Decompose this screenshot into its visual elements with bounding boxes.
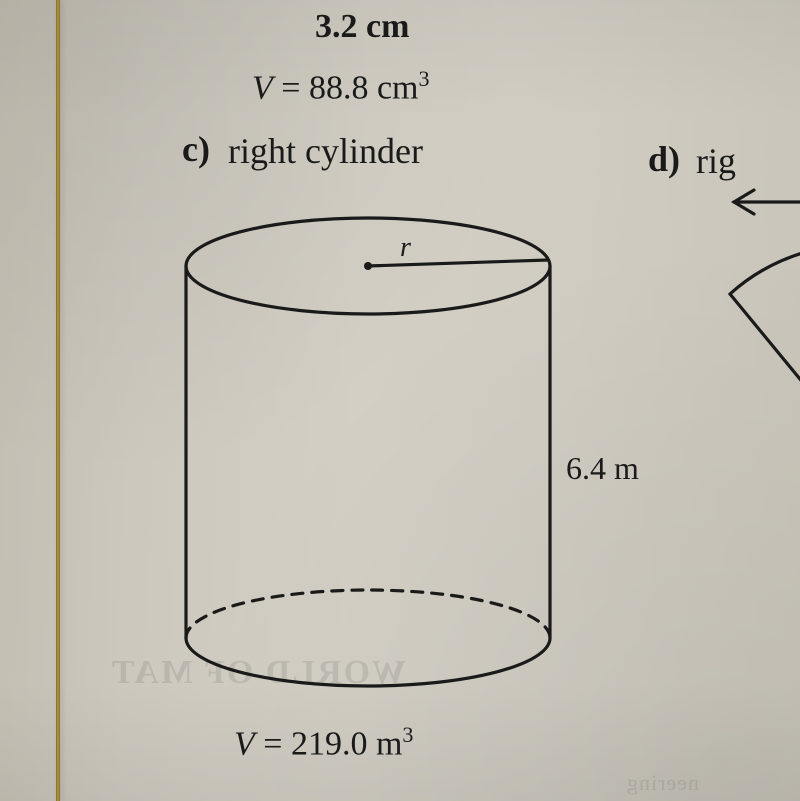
volume-exponent: 3 [402, 722, 413, 747]
prism-volume: V = 88.8 cm3 [252, 66, 430, 107]
bleed-through-text: WORLD OF MAT [110, 654, 406, 692]
page-root: 3.2 cm V = 88.8 cm3 c) right cylinder d)… [0, 0, 800, 801]
cylinder-bottom-back [186, 590, 550, 638]
cone-side-fragment [730, 294, 800, 418]
problem-d-title-fragment: rig [696, 140, 736, 182]
cylinder-diagram [168, 208, 568, 708]
cone-rim-fragment [730, 246, 800, 294]
top-dimension: 3.2 cm [315, 8, 409, 46]
volume-exponent: 3 [419, 66, 430, 91]
problem-d-partial-diagram [712, 186, 800, 446]
problem-c-label: c) [182, 128, 210, 170]
volume-symbol: V [252, 69, 273, 106]
book-spine [56, 0, 60, 801]
radius-label: r [400, 232, 411, 264]
problem-c-title: right cylinder [228, 130, 423, 172]
bleed-through-text-2: neering [626, 770, 699, 796]
cylinder-radius-line [368, 260, 548, 266]
volume-equals: = 219.0 m [255, 725, 403, 762]
volume-equals: = 88.8 cm [273, 69, 419, 106]
problem-d-label: d) [648, 138, 680, 180]
volume-symbol: V [234, 725, 255, 762]
cylinder-volume: V = 219.0 m3 [234, 722, 413, 763]
cylinder-center-dot [364, 262, 372, 270]
cylinder-height-label: 6.4 m [566, 450, 639, 487]
